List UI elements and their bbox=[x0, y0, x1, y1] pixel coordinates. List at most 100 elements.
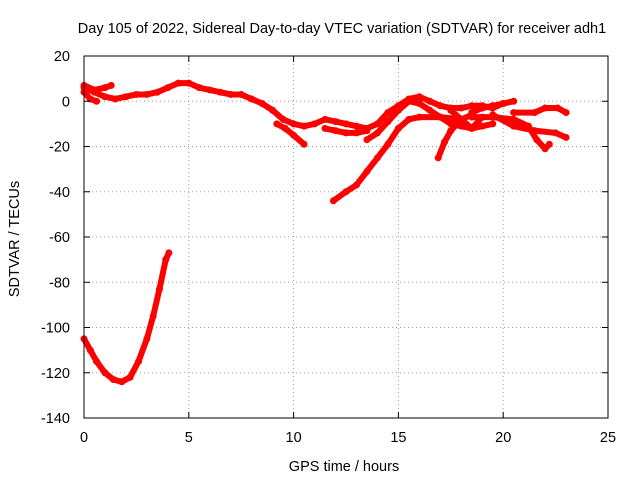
data-point bbox=[394, 124, 402, 132]
data-point bbox=[554, 104, 562, 112]
data-point bbox=[134, 357, 142, 365]
data-point bbox=[101, 369, 109, 377]
data-point bbox=[164, 84, 172, 92]
y-tick-label: -80 bbox=[49, 275, 70, 291]
data-point bbox=[216, 88, 224, 96]
data-point bbox=[405, 115, 413, 123]
y-tick-label: 20 bbox=[54, 49, 70, 65]
data-point bbox=[434, 154, 442, 162]
data-point bbox=[143, 335, 151, 343]
x-tick-label: 5 bbox=[185, 430, 193, 446]
data-point bbox=[510, 122, 518, 130]
data-point bbox=[394, 106, 402, 114]
data-point bbox=[552, 129, 560, 137]
data-point bbox=[153, 88, 161, 96]
data-point bbox=[415, 93, 423, 101]
data-point bbox=[329, 197, 337, 205]
data-point bbox=[165, 249, 173, 257]
data-point bbox=[415, 100, 423, 108]
data-point bbox=[541, 104, 549, 112]
data-point bbox=[269, 106, 277, 114]
data-point bbox=[531, 109, 539, 117]
data-point bbox=[132, 90, 140, 98]
y-tick-label: -100 bbox=[41, 321, 70, 337]
series-arc-drop bbox=[273, 120, 308, 148]
data-point bbox=[457, 104, 465, 112]
data-point bbox=[510, 115, 518, 123]
data-point bbox=[478, 104, 486, 112]
data-point bbox=[279, 115, 287, 123]
data-point bbox=[300, 140, 308, 148]
data-point bbox=[101, 93, 109, 101]
series-arc-cross bbox=[447, 106, 486, 132]
data-point bbox=[415, 113, 423, 121]
data-point bbox=[545, 140, 553, 148]
axis-ticks: 0 5 10 15 20 25 20 0 -20 -40 -60 -80 -100 -120 -140 bbox=[41, 49, 616, 446]
data-point bbox=[332, 118, 340, 126]
data-point bbox=[363, 136, 371, 144]
data-point bbox=[562, 109, 570, 117]
data-point bbox=[436, 102, 444, 110]
data-point bbox=[90, 88, 98, 96]
data-point bbox=[206, 86, 214, 94]
series-arc-short-b bbox=[468, 102, 497, 117]
data-point bbox=[478, 122, 486, 130]
data-point bbox=[86, 346, 94, 354]
y-tick-label: -60 bbox=[49, 230, 70, 246]
data-point bbox=[384, 109, 392, 117]
data-point bbox=[363, 167, 371, 175]
series-layer bbox=[80, 79, 570, 386]
data-point bbox=[122, 93, 130, 101]
data-point bbox=[510, 97, 518, 105]
data-point bbox=[300, 122, 308, 130]
data-point bbox=[510, 109, 518, 117]
data-point bbox=[155, 285, 163, 293]
data-point bbox=[93, 357, 101, 365]
data-point bbox=[195, 84, 203, 92]
data-point bbox=[149, 312, 157, 320]
data-point bbox=[468, 102, 476, 110]
data-point bbox=[405, 97, 413, 105]
data-point bbox=[111, 95, 119, 103]
data-point bbox=[143, 90, 151, 98]
data-point bbox=[118, 378, 126, 386]
data-point bbox=[468, 109, 476, 117]
x-tick-label: 10 bbox=[286, 430, 302, 446]
data-point bbox=[342, 120, 350, 128]
data-point bbox=[384, 140, 392, 148]
data-point bbox=[93, 97, 101, 105]
data-point bbox=[489, 111, 497, 119]
data-point bbox=[258, 100, 266, 108]
data-point bbox=[311, 120, 319, 128]
series-arc-early-dip bbox=[80, 249, 173, 386]
x-axis-label: GPS time / hours bbox=[289, 459, 399, 475]
series-arc-main-spread bbox=[321, 124, 371, 137]
data-point bbox=[342, 129, 350, 137]
y-tick-label: -20 bbox=[49, 140, 70, 156]
data-point bbox=[499, 100, 507, 108]
data-point bbox=[541, 145, 549, 153]
data-point bbox=[373, 129, 381, 137]
x-tick-label: 20 bbox=[495, 430, 511, 446]
data-point bbox=[290, 131, 298, 139]
data-point bbox=[562, 133, 570, 141]
data-point bbox=[533, 136, 541, 144]
data-point bbox=[321, 124, 329, 132]
data-point bbox=[342, 188, 350, 196]
data-point bbox=[447, 106, 455, 114]
data-point bbox=[174, 79, 182, 87]
data-point bbox=[352, 181, 360, 189]
x-tick-label: 0 bbox=[80, 430, 88, 446]
series-arc-east-c bbox=[510, 104, 570, 117]
data-point bbox=[373, 154, 381, 162]
data-point bbox=[332, 127, 340, 135]
data-point bbox=[352, 122, 360, 130]
series-line bbox=[447, 107, 486, 132]
data-point bbox=[441, 138, 449, 146]
data-point bbox=[468, 124, 476, 132]
chart-title: Day 105 of 2022, Sidereal Day-to-day VTE… bbox=[78, 21, 606, 37]
data-point bbox=[281, 124, 289, 132]
data-point bbox=[126, 373, 134, 381]
data-point bbox=[237, 90, 245, 98]
